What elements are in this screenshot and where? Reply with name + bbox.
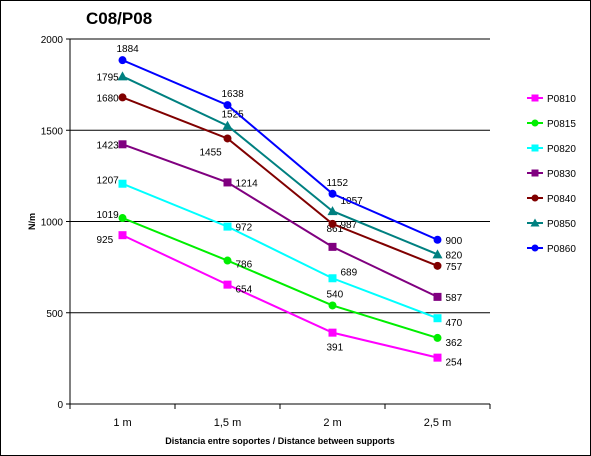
y-tick-label: 0 xyxy=(57,400,63,411)
data-point-p0860 xyxy=(223,101,232,110)
data-label-p0820: 689 xyxy=(341,267,358,278)
data-label-p0820: 470 xyxy=(446,318,463,329)
data-label-p0815: 540 xyxy=(327,289,344,300)
data-point-p0815 xyxy=(328,301,337,310)
series-line-p0830 xyxy=(122,143,438,298)
legend-marker-p0850 xyxy=(530,218,540,227)
data-point-p0815 xyxy=(118,214,127,223)
series-line-p0810 xyxy=(122,234,438,359)
legend-label-p0860: P0860 xyxy=(547,244,576,255)
data-point-p0840 xyxy=(223,134,232,143)
legend-marker-p0840 xyxy=(531,194,539,202)
x-tick-label: 1,5 m xyxy=(214,417,242,429)
data-point-p0830 xyxy=(223,178,232,187)
data-point-p0850 xyxy=(117,71,128,81)
data-point-p0850 xyxy=(222,120,233,130)
legend-marker-p0810 xyxy=(531,94,539,102)
y-tick-label: 1000 xyxy=(41,218,64,229)
legend-marker-p0830 xyxy=(531,169,539,177)
legend-label-p0840: P0840 xyxy=(547,194,576,205)
data-point-p0810 xyxy=(328,328,337,337)
legend-label-p0820: P0820 xyxy=(547,144,576,155)
data-label-p0810: 391 xyxy=(327,343,344,354)
series-line-p0820 xyxy=(122,182,438,320)
data-label-p0840: 987 xyxy=(341,220,358,231)
data-label-p0860: 1884 xyxy=(117,44,140,55)
data-label-p0860: 900 xyxy=(446,236,463,247)
data-point-p0820 xyxy=(118,179,127,188)
data-label-p0815: 362 xyxy=(446,338,463,349)
data-point-p0840 xyxy=(118,93,127,102)
y-tick-label: 2000 xyxy=(41,35,64,46)
data-label-p0860: 1152 xyxy=(327,178,349,189)
data-point-p0850 xyxy=(327,206,338,216)
y-axis-label: N/m xyxy=(27,213,37,230)
x-tick-label: 1 m xyxy=(113,417,131,429)
legend-marker-p0815 xyxy=(531,119,539,127)
data-label-p0810: 654 xyxy=(236,285,253,296)
data-label-p0810: 254 xyxy=(446,358,463,369)
series-line-p0860 xyxy=(122,59,438,241)
data-label-p0815: 786 xyxy=(236,260,253,271)
data-label-p0830: 861 xyxy=(327,224,344,235)
data-label-p0830: 587 xyxy=(446,293,463,304)
legend-label-p0830: P0830 xyxy=(547,169,576,180)
data-point-p0815 xyxy=(433,333,442,342)
legend-label-p0810: P0810 xyxy=(547,94,576,105)
data-label-p0810: 925 xyxy=(97,235,114,246)
data-point-p0840 xyxy=(328,219,337,228)
data-point-p0860 xyxy=(328,189,337,198)
data-point-p0815 xyxy=(223,256,232,265)
y-tick-label: 500 xyxy=(46,309,63,320)
series-line-p0850 xyxy=(122,75,438,256)
legend-marker-p0860 xyxy=(531,244,539,252)
chart-title: C08/P08 xyxy=(86,9,153,28)
data-label-p0850: 1795 xyxy=(97,72,120,83)
data-label-p0820: 972 xyxy=(236,223,253,234)
data-point-p0860 xyxy=(433,235,442,244)
series-line-p0840 xyxy=(122,96,438,267)
data-label-p0815: 1019 xyxy=(97,210,120,221)
data-point-p0850 xyxy=(432,249,443,259)
data-point-p0810 xyxy=(118,231,127,240)
data-label-p0850: 1525 xyxy=(222,110,245,121)
data-label-p0820: 1207 xyxy=(97,176,120,187)
y-tick-label: 1500 xyxy=(41,126,64,137)
data-point-p0820 xyxy=(328,274,337,283)
x-axis-label: Distancia entre soportes / Distance betw… xyxy=(165,436,395,446)
legend-marker-p0820 xyxy=(531,144,539,152)
data-point-p0810 xyxy=(433,353,442,362)
data-point-p0830 xyxy=(328,242,337,251)
legend-label-p0850: P0850 xyxy=(547,219,576,230)
data-point-p0830 xyxy=(433,292,442,301)
legend-label-p0815: P0815 xyxy=(547,119,576,130)
data-point-p0810 xyxy=(223,280,232,289)
data-label-p0840: 1680 xyxy=(97,93,120,104)
data-point-p0820 xyxy=(223,222,232,231)
data-label-p0840: 757 xyxy=(446,262,463,273)
data-label-p0840: 1455 xyxy=(200,147,223,158)
x-tick-label: 2 m xyxy=(323,417,341,429)
data-label-p0860: 1638 xyxy=(222,89,245,100)
data-point-p0860 xyxy=(118,56,127,65)
data-point-p0820 xyxy=(433,314,442,323)
series-line-p0815 xyxy=(122,217,438,339)
data-label-p0830: 1214 xyxy=(236,178,259,189)
x-tick-label: 2,5 m xyxy=(424,417,452,429)
data-label-p0830: 1423 xyxy=(97,140,120,151)
data-label-p0850: 820 xyxy=(446,250,463,261)
data-point-p0840 xyxy=(433,261,442,270)
data-point-p0830 xyxy=(118,140,127,149)
